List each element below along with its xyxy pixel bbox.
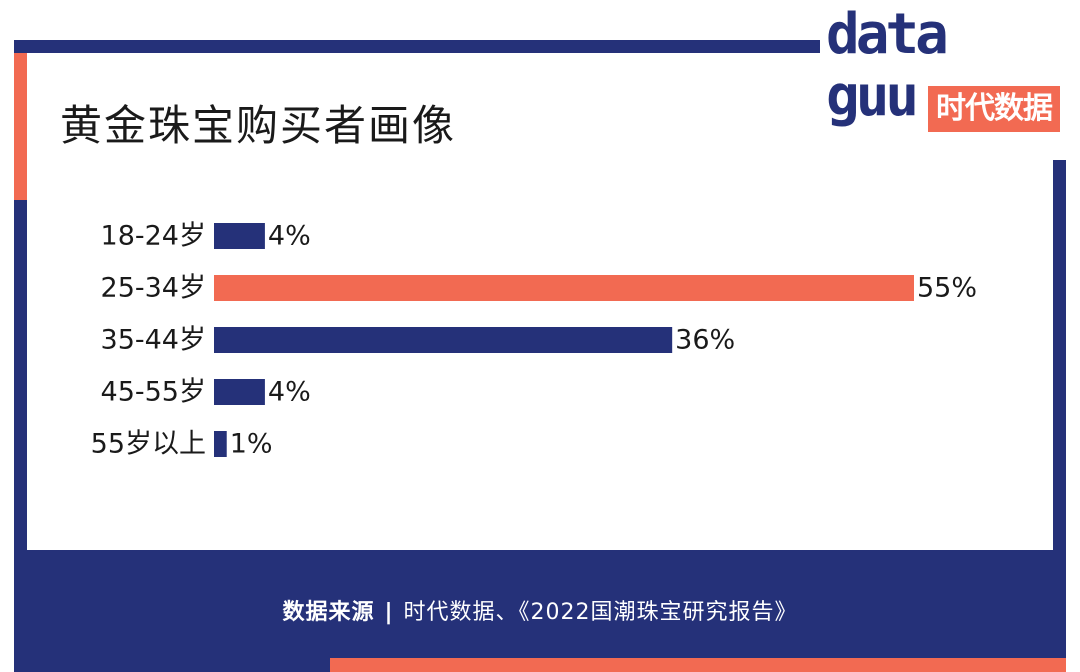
source-note: 数据来源 | 时代数据、《2022国潮珠宝研究报告》	[14, 594, 1066, 626]
source-separator: |	[384, 600, 394, 625]
frame-left-border	[14, 200, 27, 550]
category-label: 35-44岁	[101, 325, 206, 356]
logo-word-bottom: guu	[826, 64, 919, 129]
value-label: 4%	[268, 221, 311, 252]
bar	[214, 379, 265, 405]
frame-right-border	[1053, 120, 1066, 550]
bottom-strip-right	[330, 658, 1066, 672]
frame-left-accent	[14, 53, 27, 200]
bar	[214, 223, 265, 249]
bar	[214, 327, 673, 353]
category-label: 45-55岁	[101, 377, 206, 408]
value-label: 36%	[675, 325, 735, 356]
chart-title: 黄金珠宝购买者画像	[60, 101, 457, 150]
logo-wordmark: data guu	[826, 2, 949, 129]
bar	[214, 431, 227, 457]
category-label: 55岁以上	[91, 429, 206, 460]
value-label: 55%	[917, 273, 977, 304]
category-label: 18-24岁	[101, 221, 206, 252]
value-label: 4%	[268, 377, 311, 408]
logo-badge: 时代数据	[928, 86, 1060, 132]
frame-top-border	[14, 40, 830, 53]
value-label: 1%	[230, 429, 273, 460]
footer-band: 数据来源 | 时代数据、《2022国潮珠宝研究报告》	[14, 550, 1066, 658]
logo-background	[820, 0, 1070, 160]
category-label: 25-34岁	[101, 273, 206, 304]
bar	[214, 275, 914, 301]
logo-word-top: data	[826, 2, 949, 67]
source-label: 数据来源	[282, 600, 375, 625]
bottom-strip-left	[14, 658, 330, 672]
datagoo-logo: data guu 时代数据	[820, 0, 1070, 160]
source-text: 时代数据、《2022国潮珠宝研究报告》	[403, 600, 798, 625]
